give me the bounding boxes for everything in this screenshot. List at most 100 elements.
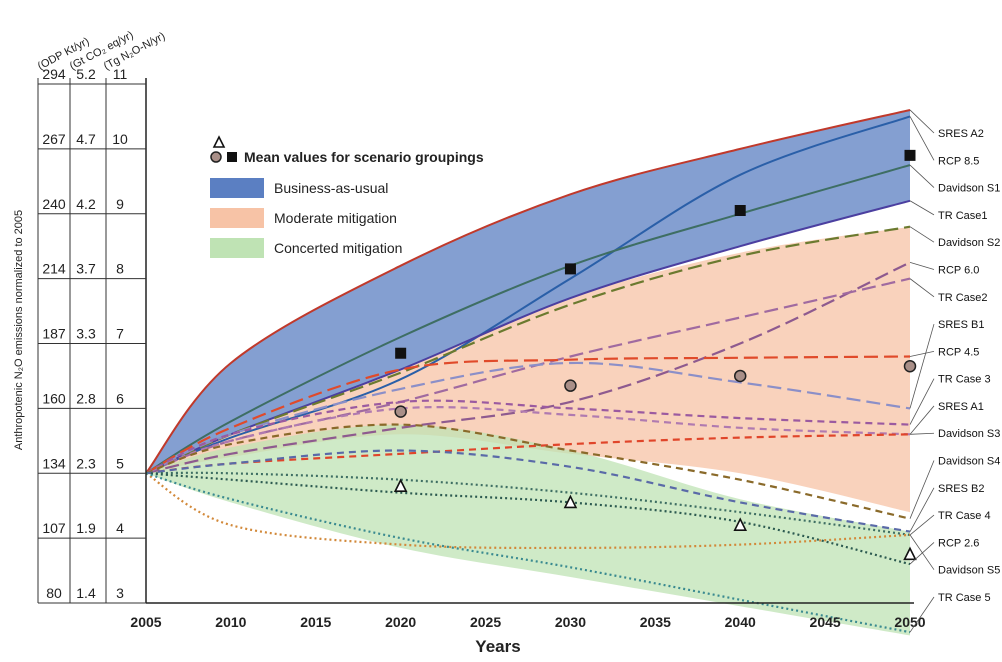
band-business-as-usual bbox=[146, 110, 910, 474]
legend-square-icon bbox=[227, 152, 237, 162]
series-label-rcp-8-5: RCP 8.5 bbox=[938, 155, 979, 167]
y-tick-label: 2.8 bbox=[76, 390, 96, 406]
mean-triangle-marker bbox=[563, 494, 578, 509]
mean-triangle-marker bbox=[903, 546, 917, 561]
y-tick-label: 107 bbox=[42, 520, 66, 536]
series-leader-line bbox=[909, 460, 935, 519]
x-axis-label: Years bbox=[475, 637, 520, 656]
series-label-sres-b2: SRES B2 bbox=[938, 483, 984, 495]
series-label-sres-a2: SRES A2 bbox=[938, 128, 984, 140]
series-label-tr-case-4: TR Case 4 bbox=[938, 510, 991, 522]
series-line-davidson-s4 bbox=[145, 423, 911, 520]
y-tick-label: 5.2 bbox=[76, 66, 96, 82]
mean-circle-marker bbox=[564, 379, 577, 392]
legend-triangle-icon bbox=[212, 135, 226, 148]
series-label-rcp-4-5: RCP 4.5 bbox=[938, 346, 979, 358]
series-label-davidson-s5: Davidson S5 bbox=[938, 565, 1000, 577]
series-line-davidson-s5 bbox=[145, 472, 911, 550]
y-tick-label: 8 bbox=[116, 261, 124, 277]
y-tick-label: 160 bbox=[42, 390, 66, 406]
legend-markers-label: Mean values for scenario groupings bbox=[244, 149, 484, 165]
series-leader-line bbox=[909, 116, 935, 161]
legend-swatch-moderate-mitigation bbox=[210, 208, 264, 228]
y-tick-label: 3 bbox=[116, 585, 124, 601]
x-tick-label: 2015 bbox=[300, 614, 331, 630]
legend-label-concerted-mitigation: Concerted mitigation bbox=[274, 240, 402, 256]
legend: Mean values for scenario groupings Busine… bbox=[210, 135, 484, 258]
x-tick-label: 2045 bbox=[810, 614, 841, 630]
series-label-sres-a1: SRES A1 bbox=[938, 401, 984, 413]
mean-circle-marker bbox=[394, 405, 407, 418]
x-tick-label: 2030 bbox=[555, 614, 586, 630]
y-tick-label: 134 bbox=[42, 455, 66, 471]
legend-swatch-business-as-usual bbox=[210, 178, 264, 198]
y-tick-label: 1.4 bbox=[76, 585, 96, 601]
series-leader-line bbox=[909, 514, 935, 536]
x-tick-label: 2035 bbox=[640, 614, 671, 630]
series-line-tr-case-3 bbox=[145, 399, 911, 475]
y-tick-label: 6 bbox=[116, 390, 124, 406]
series-line-tr-case-4 bbox=[145, 471, 911, 536]
mean-circle-marker bbox=[903, 359, 917, 373]
y-tick-label: 10 bbox=[112, 131, 128, 147]
x-tick-label: 2050 bbox=[894, 614, 925, 630]
group-mean-markers bbox=[393, 149, 917, 561]
legend-circle-icon bbox=[210, 151, 222, 163]
y-axis-label: Anthropotenic N₂O emissions normalized t… bbox=[13, 210, 25, 450]
y-tick-label: 7 bbox=[116, 326, 124, 342]
series-leader-line bbox=[909, 350, 935, 357]
series-label-tr-case-3: TR Case 3 bbox=[938, 374, 991, 386]
y-tick-label: 267 bbox=[42, 131, 66, 147]
y-tick-label: 4.7 bbox=[76, 131, 96, 147]
series-line-sres-a1 bbox=[145, 406, 911, 475]
series-leader-line bbox=[909, 405, 935, 435]
series-label-tr-case1: TR Case1 bbox=[938, 210, 988, 222]
legend-swatch-concerted-mitigation bbox=[210, 238, 264, 258]
mean-square-marker bbox=[904, 149, 916, 161]
y-tick-label: 1.9 bbox=[76, 520, 96, 536]
y-tick-label: 5 bbox=[116, 455, 124, 471]
series-leader-line bbox=[909, 596, 935, 633]
band-moderate-mitigation bbox=[146, 226, 910, 513]
series-leader-line bbox=[909, 164, 935, 188]
series-leader-line bbox=[909, 226, 935, 243]
y-tick-label: 187 bbox=[42, 326, 66, 342]
series-label-davidson-s1: Davidson S1 bbox=[938, 183, 1000, 195]
y-tick-label: 4.2 bbox=[76, 196, 96, 212]
x-tick-label: 2005 bbox=[130, 614, 161, 630]
legend-label-business-as-usual: Business-as-usual bbox=[274, 180, 388, 196]
y-tick-label: 214 bbox=[42, 261, 66, 277]
x-tick-label: 2010 bbox=[215, 614, 246, 630]
series-label-tr-case-5: TR Case 5 bbox=[938, 592, 991, 604]
y-tick-label: 3.3 bbox=[76, 326, 96, 342]
mean-square-marker bbox=[395, 347, 407, 359]
y-tick-label: 80 bbox=[46, 585, 62, 601]
scenario-lines bbox=[145, 109, 911, 634]
series-leader-line bbox=[909, 432, 935, 435]
series-label-tr-case2: TR Case2 bbox=[938, 292, 988, 304]
series-label-rcp-2-6: RCP 2.6 bbox=[938, 537, 979, 549]
series-leader-line bbox=[909, 487, 935, 532]
series-line-sres-a2 bbox=[145, 109, 911, 474]
series-leader-line bbox=[909, 109, 935, 134]
x-tick-label: 2020 bbox=[385, 614, 416, 630]
y-tick-label: 9 bbox=[116, 196, 124, 212]
series-labels: SRES A2 RCP 8.5 Davidson S1 TR Case1 Davidso… bbox=[909, 109, 1000, 633]
series-label-rcp-6-0: RCP 6.0 bbox=[938, 264, 979, 276]
series-leader-line bbox=[909, 323, 935, 409]
y-tick-label: 294 bbox=[42, 66, 66, 82]
series-label-davidson-s2: Davidson S2 bbox=[938, 237, 1000, 249]
series-line-tr-case2 bbox=[145, 277, 911, 475]
x-tick-label: 2025 bbox=[470, 614, 501, 630]
mean-square-marker bbox=[564, 263, 576, 275]
series-label-davidson-s4: Davidson S4 bbox=[938, 456, 1000, 468]
series-leader-line bbox=[909, 200, 935, 216]
series-leader-line bbox=[909, 262, 935, 270]
y-tick-label: 2.3 bbox=[76, 455, 96, 471]
series-label-davidson-s3: Davidson S3 bbox=[938, 428, 1000, 440]
series-line-sres-b2 bbox=[145, 449, 911, 533]
y-tick-label: 240 bbox=[42, 196, 66, 212]
series-line-sres-b1 bbox=[145, 361, 911, 475]
